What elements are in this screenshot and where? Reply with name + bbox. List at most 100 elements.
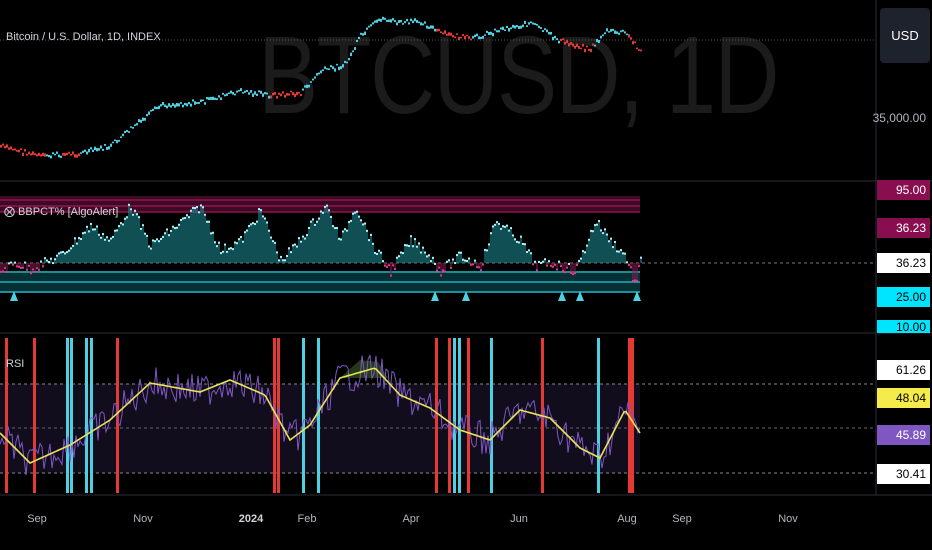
price-bar: [384, 17, 386, 20]
price-bar: [428, 26, 430, 29]
price-bar: [526, 25, 528, 27]
rsi-indicator-title[interactable]: RSI: [6, 358, 25, 370]
price-bar: [350, 52, 352, 57]
price-bar: [598, 39, 600, 44]
bbpct-line: [590, 229, 592, 232]
symbol-title[interactable]: Bitcoin / U.S. Dollar, 1D, INDEX: [6, 31, 161, 43]
bbpct-line: [488, 243, 490, 246]
price-bar: [394, 20, 396, 23]
bbpct-line: [522, 242, 524, 245]
price-bar: [480, 36, 482, 40]
bbpct-line: [18, 265, 20, 268]
price-bar: [70, 153, 72, 156]
bbpct-fill: [630, 263, 632, 267]
bbpct-line: [224, 243, 226, 246]
price-bar: [364, 31, 366, 35]
bbpct-line: [388, 264, 390, 267]
bbpct-fill: [96, 225, 98, 263]
price-bar: [140, 119, 142, 123]
bbpct-line: [264, 217, 266, 220]
price-bar: [566, 40, 568, 44]
price-bar: [244, 90, 246, 93]
bbpct-line: [382, 260, 384, 263]
bbpct-line: [410, 235, 412, 238]
bbpct-fill: [162, 235, 164, 263]
bbpct-line: [494, 223, 496, 226]
bbpct-fill: [506, 224, 508, 263]
bbpct-fill: [320, 210, 322, 263]
bbpct-line: [50, 257, 52, 260]
bbpct-fill: [264, 217, 266, 263]
symbol-watermark: BTCUSD, 1D: [258, 14, 780, 137]
bbpct-line: [136, 213, 138, 216]
bbpct-fill: [334, 227, 336, 263]
price-bar: [102, 148, 104, 151]
price-bar: [470, 38, 472, 41]
bbpct-line: [618, 250, 620, 253]
bbpct-line: [478, 266, 480, 269]
bbpct-fill: [304, 237, 306, 263]
bbpct-fill: [414, 238, 416, 263]
bbpct-fill: [286, 255, 288, 263]
bbpct-fill: [194, 207, 196, 263]
bbpct-line: [484, 248, 486, 251]
bbpct-line: [474, 259, 476, 262]
bbpct-line: [470, 263, 472, 266]
bbpct-line: [320, 210, 322, 213]
bbpct-line: [430, 260, 432, 263]
bbpct-fill: [342, 230, 344, 263]
bbpct-fill: [396, 256, 398, 263]
bbpct-fill: [88, 230, 90, 263]
bbpct-line: [400, 251, 402, 254]
bbpct-fill: [622, 252, 624, 263]
bbpct-fill: [28, 263, 30, 265]
price-bar: [260, 90, 262, 94]
bbpct-line: [570, 271, 572, 274]
price-bar: [586, 45, 588, 48]
bbpct-indicator-title[interactable]: ⨂ BBPCT% [AlgoAlert]: [4, 206, 119, 218]
price-bar: [136, 123, 138, 126]
bbpct-fill: [198, 211, 200, 263]
bbpct-line: [110, 237, 112, 240]
bbpct-line: [310, 220, 312, 223]
bbpct-fill: [294, 243, 296, 263]
bbpct-fill: [178, 223, 180, 263]
price-bar: [188, 101, 190, 105]
bbpct-line: [510, 227, 512, 230]
bbpct-fill: [482, 263, 484, 264]
bbpct-fill: [582, 250, 584, 263]
price-bar: [236, 90, 238, 93]
bbpct-fill: [94, 228, 96, 263]
bbpct-fill: [602, 232, 604, 263]
bbpct-line: [42, 265, 44, 268]
price-bar: [604, 32, 606, 35]
price-bar: [298, 91, 300, 94]
price-bar: [504, 29, 506, 31]
bbpct-line: [296, 245, 298, 248]
price-bar: [588, 48, 590, 51]
price-bar: [552, 36, 554, 41]
bbpct-fill: [606, 233, 608, 263]
bbpct-line: [500, 227, 502, 230]
bbpct-fill: [150, 247, 152, 263]
bbpct-fill: [210, 232, 212, 263]
bbpct-fill: [494, 223, 496, 263]
bbpct-line: [178, 223, 180, 226]
bbpct-line: [118, 225, 120, 228]
price-bar: [148, 111, 150, 115]
bbpct-fill: [550, 263, 552, 266]
currency-button[interactable]: USD: [880, 8, 930, 63]
price-bar: [230, 90, 232, 94]
bbpct-line: [566, 266, 568, 269]
bbpct-line: [248, 224, 250, 227]
bbpct-fill: [280, 255, 282, 263]
bbpct-line: [632, 279, 634, 282]
price-bar: [100, 145, 102, 149]
bbpct-fill: [90, 222, 92, 263]
price-bar: [548, 31, 550, 35]
price-bar: [20, 148, 22, 150]
bbpct-line: [526, 250, 528, 253]
price-bar: [400, 20, 402, 23]
rsi-signal-bar: [435, 338, 438, 493]
